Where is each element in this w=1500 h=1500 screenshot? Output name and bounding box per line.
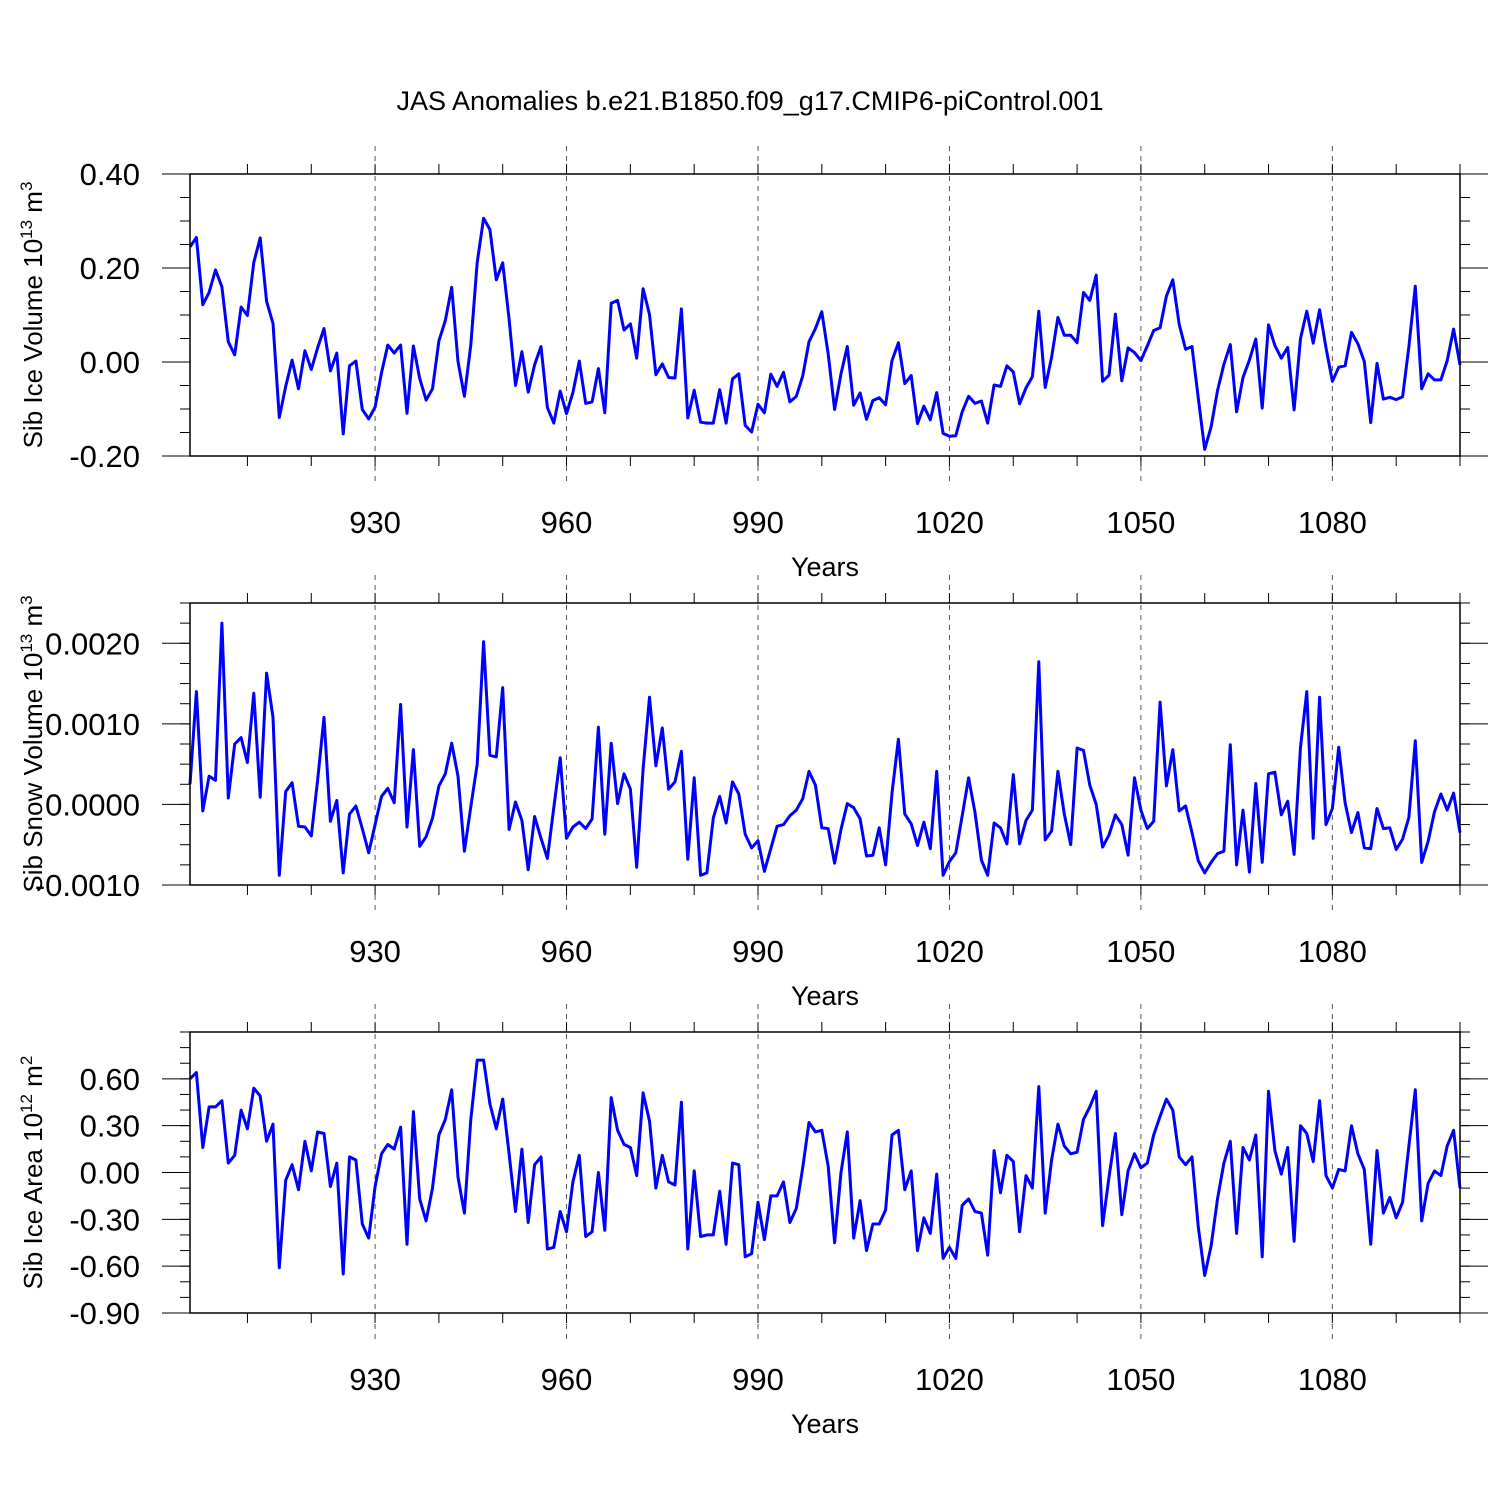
x-tick-label: 1020	[915, 1362, 984, 1397]
y-label-text: Sib Snow Volume 10	[18, 653, 48, 893]
y-tick-label: 0.00	[80, 345, 140, 380]
x-tick-label: 1050	[1106, 505, 1175, 540]
x-axis-label: Years	[791, 981, 859, 1011]
x-axis-label: Years	[791, 552, 859, 582]
y-tick-label: -0.90	[69, 1296, 140, 1331]
y-tick-label: 0.60	[80, 1062, 140, 1097]
x-axis-label: Years	[791, 1409, 859, 1439]
y-label-unit-exponent: 2	[17, 1056, 36, 1065]
x-tick-label: 960	[541, 934, 593, 969]
chart-panel-2: -0.0010 0.0000 0.0010 0.0020 930 960 990 1020 10…	[17, 575, 1488, 1011]
data-series-line	[188, 621, 1462, 877]
plot-frame	[189, 602, 1461, 886]
x-tick-label: 990	[732, 505, 784, 540]
chart-title: JAS Anomalies b.e21.B1850.f09_g17.CMIP6-…	[397, 86, 1104, 116]
y-tick-label: -0.60	[69, 1249, 140, 1284]
x-tick-label: 960	[541, 505, 593, 540]
x-tick-label: 960	[541, 1362, 593, 1397]
x-tick-label: 1080	[1298, 505, 1367, 540]
y-axis-label: Sib Ice Volume 1013 m3	[17, 182, 48, 449]
x-tick-label: 930	[349, 934, 401, 969]
y-tick-label: 0.0020	[45, 626, 140, 661]
y-tick-label: 0.20	[80, 251, 140, 286]
x-tick-label: 1020	[915, 505, 984, 540]
chart-panel-3: -0.90 -0.60 -0.30 0.00 0.30 0.60 930 960 990 1020…	[17, 1004, 1488, 1439]
y-label-unit: m	[18, 191, 48, 220]
y-tick-label: -0.30	[69, 1202, 140, 1237]
y-label-unit: m	[18, 605, 48, 634]
y-label-exponent: 13	[17, 220, 36, 239]
y-tick-label: -0.20	[69, 439, 140, 474]
x-tick-label: 1050	[1106, 1362, 1175, 1397]
data-series-line	[188, 1058, 1462, 1277]
chart-panel-1: -0.20 0.00 0.20 0.40 930 960 990 1020 1050 1080 Ye…	[17, 146, 1488, 582]
x-tick-label: 1020	[915, 934, 984, 969]
y-tick-label: 0.30	[80, 1109, 140, 1144]
y-label-exponent: 12	[17, 1094, 36, 1113]
y-label-exponent: 13	[17, 634, 36, 653]
x-tick-label: 1050	[1106, 934, 1175, 969]
y-tick-label: 0.0000	[45, 787, 140, 822]
y-tick-label: 0.0010	[45, 707, 140, 742]
x-tick-label: 1080	[1298, 1362, 1367, 1397]
x-tick-label: 1080	[1298, 934, 1367, 969]
y-label-unit: m	[18, 1065, 48, 1094]
y-tick-label: 0.40	[80, 157, 140, 192]
x-tick-label: 990	[732, 1362, 784, 1397]
x-tick-label: 930	[349, 505, 401, 540]
y-axis-label: Sib Snow Volume 1013 m3	[17, 595, 48, 892]
plot-frame	[189, 173, 1461, 457]
y-label-text: Sib Ice Volume 10	[18, 239, 48, 449]
data-series-line	[188, 216, 1462, 451]
y-label-unit-exponent: 3	[17, 182, 36, 191]
plot-frame	[189, 1031, 1461, 1314]
y-tick-label: 0.00	[80, 1156, 140, 1191]
y-label-unit-exponent: 3	[17, 595, 36, 604]
y-label-text: Sib Ice Area 10	[18, 1113, 48, 1289]
y-tick-label: -0.0010	[35, 868, 140, 903]
y-axis-label: Sib Ice Area 1012 m2	[17, 1056, 48, 1290]
x-tick-label: 930	[349, 1362, 401, 1397]
x-tick-label: 990	[732, 934, 784, 969]
